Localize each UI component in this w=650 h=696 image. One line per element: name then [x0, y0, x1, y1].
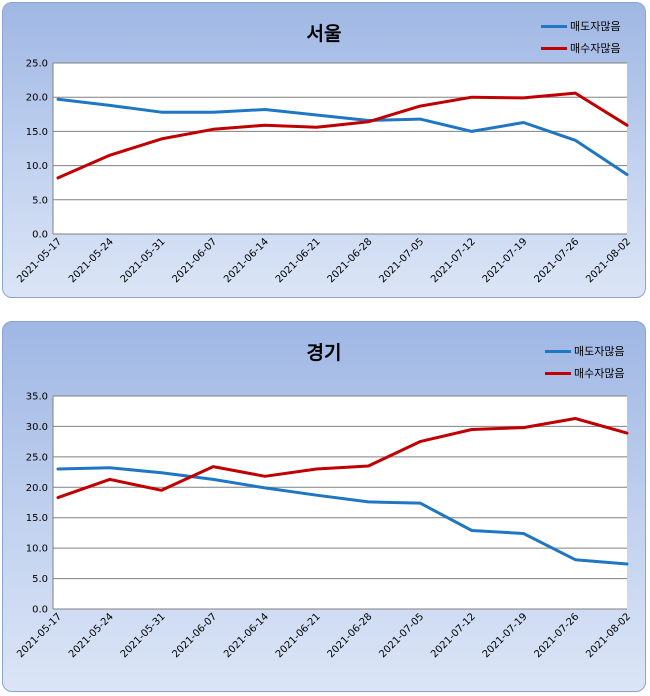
x-tick-label: 2021-07-05: [377, 611, 426, 660]
legend-label-buyers: 매수자많음: [574, 367, 625, 380]
x-tick-label: 2021-05-31: [119, 236, 168, 285]
legend-swatch-sellers: [545, 349, 571, 353]
chart-legend: 매도자많음 매수자많음: [545, 340, 625, 384]
x-tick-label: 2021-06-21: [274, 236, 323, 285]
legend-item-buyers: 매수자많음: [545, 362, 625, 384]
legend-label-sellers: 매도자많음: [570, 20, 621, 33]
x-tick-label: 2021-07-26: [533, 611, 582, 660]
y-tick-label: 35.0: [26, 392, 48, 403]
legend-swatch-buyers: [545, 371, 571, 375]
plot-area: [53, 63, 627, 234]
x-tick-label: 2021-07-12: [429, 236, 478, 285]
y-tick-label: 20.0: [26, 93, 48, 104]
legend-swatch-buyers: [541, 46, 567, 50]
y-tick-label: 30.0: [26, 422, 48, 433]
seoul-chart-panel: 서울 매도자많음 매수자많음 0.0 5.0 10.0 15.0 20.0 25.0 202…: [2, 2, 646, 298]
x-tick-label: 2021-05-24: [67, 611, 116, 660]
y-tick-label: 0.0: [32, 230, 48, 241]
x-tick-label: 2021-08-02: [584, 611, 633, 660]
y-tick-label: 0.0: [32, 605, 48, 616]
x-tick-label: 2021-07-19: [481, 611, 530, 660]
legend-item-sellers: 매도자많음: [545, 340, 625, 362]
x-tick-label: 2021-06-28: [326, 611, 375, 660]
x-tick-label: 2021-06-07: [170, 236, 219, 285]
y-tick-label: 5.0: [32, 574, 48, 585]
y-tick-label: 10.0: [26, 161, 48, 172]
x-tick-label: 2021-08-02: [584, 236, 633, 285]
legend-swatch-sellers: [541, 24, 567, 28]
x-tick-label: 2021-06-21: [274, 611, 323, 660]
chart-title: 서울: [306, 23, 342, 45]
legend-item-sellers: 매도자많음: [541, 15, 621, 37]
y-tick-label: 10.0: [26, 544, 48, 555]
x-tick-label: 2021-06-14: [222, 611, 271, 660]
chart-title: 경기: [306, 342, 342, 364]
y-tick-label: 20.0: [26, 483, 48, 494]
x-tick-label: 2021-05-24: [67, 236, 116, 285]
x-tick-label: 2021-07-19: [481, 236, 530, 285]
y-tick-label: 5.0: [32, 195, 48, 206]
y-tick-label: 25.0: [26, 452, 48, 463]
y-tick-label: 15.0: [26, 127, 48, 138]
chart-legend: 매도자많음 매수자많음: [541, 15, 621, 59]
x-tick-label: 2021-07-05: [377, 236, 426, 285]
gyeonggi-chart-panel: 경기 매도자많음 매수자많음 0.0 5.0 10.0 15.0 20.0 25.0 30.…: [2, 321, 646, 692]
legend-label-buyers: 매수자많음: [570, 42, 621, 55]
series-line-sellers: [56, 466, 629, 566]
x-tick-label: 2021-06-28: [326, 236, 375, 285]
y-tick-label: 15.0: [26, 513, 48, 524]
x-tick-label: 2021-07-26: [533, 236, 582, 285]
y-tick-label: 25.0: [26, 59, 48, 70]
plot-area: [53, 396, 627, 609]
gyeonggi-line-chart: 0.0 5.0 10.0 15.0 20.0 25.0 30.0 35.0 2021-05-17…: [15, 392, 633, 661]
series-line-sellers: [56, 97, 629, 176]
x-tick-label: 2021-06-14: [222, 236, 271, 285]
legend-label-sellers: 매도자많음: [574, 345, 625, 358]
x-tick-label: 2021-05-17: [15, 236, 64, 285]
x-tick-label: 2021-07-12: [429, 611, 478, 660]
series-line-buyers: [56, 91, 629, 180]
legend-item-buyers: 매수자많음: [541, 37, 621, 59]
x-tick-label: 2021-05-31: [119, 611, 168, 660]
x-tick-label: 2021-05-17: [15, 611, 64, 660]
x-tick-label: 2021-06-07: [170, 611, 219, 660]
series-line-buyers: [56, 417, 629, 500]
